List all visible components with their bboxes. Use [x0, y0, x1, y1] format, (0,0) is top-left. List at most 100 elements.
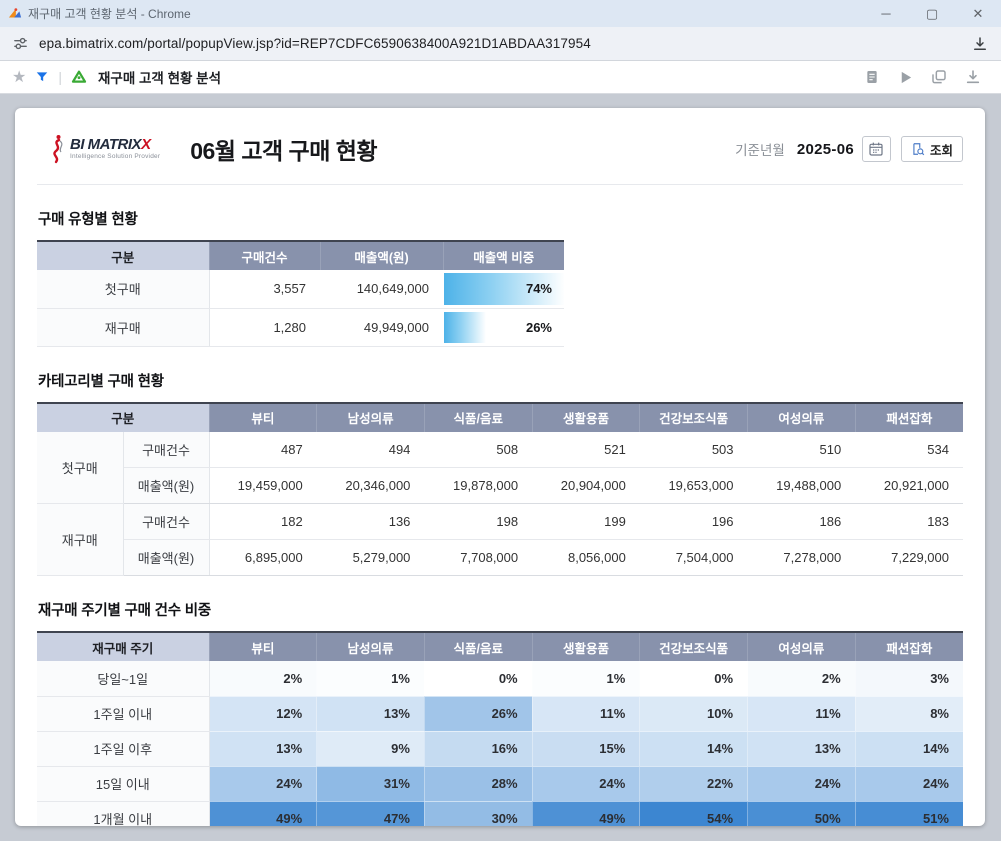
- heatmap-cell: 28%: [424, 766, 532, 801]
- column-header: 건강보조식품: [640, 403, 748, 432]
- cell-value: 136: [317, 504, 425, 540]
- share-value: 26%: [443, 320, 564, 335]
- heatmap-cell: 16%: [424, 731, 532, 766]
- report-header: BI MATRIXX Intelligence Solution Provide…: [37, 108, 963, 185]
- period-label: 기준년월: [735, 139, 785, 159]
- heatmap-cell: 10%: [640, 696, 748, 731]
- column-header: 여성의류: [748, 403, 856, 432]
- window-titlebar: 재구매 고객 현황 분석 - Chrome ─ ▢ ✕: [0, 0, 1001, 27]
- heatmap-cell: 30%: [424, 801, 532, 826]
- report-card: BI MATRIXX Intelligence Solution Provide…: [15, 108, 985, 826]
- heatmap-cell: 2%: [209, 661, 317, 696]
- heatmap-cell: 11%: [748, 696, 856, 731]
- star-icon[interactable]: ★: [12, 67, 26, 87]
- table-row: 매출액(원)19,459,00020,346,00019,878,00020,9…: [37, 468, 963, 504]
- bimatrix-logo-mark: [49, 134, 66, 164]
- row-label: 1개월 이내: [37, 801, 209, 826]
- heatmap-cell: 8%: [855, 696, 963, 731]
- calendar-button[interactable]: [862, 136, 891, 162]
- cell-value: 20,921,000: [855, 468, 963, 504]
- report-logo-icon: [71, 69, 87, 85]
- heatmap-cell: 49%: [209, 801, 317, 826]
- maximize-button[interactable]: ▢: [909, 0, 955, 27]
- column-header: 여성의류: [748, 632, 856, 661]
- cell-value: 20,904,000: [532, 468, 640, 504]
- heatmap-cell: 49%: [532, 801, 640, 826]
- heatmap-cell: 15%: [532, 731, 640, 766]
- url-input[interactable]: epa.bimatrix.com/portal/popupView.jsp?id…: [39, 36, 961, 51]
- cell-value: 534: [855, 432, 963, 468]
- heatmap-cell: 13%: [748, 731, 856, 766]
- heatmap-cell: 3%: [855, 661, 963, 696]
- heatmap-cell: 13%: [317, 696, 425, 731]
- heatmap-row: 1주일 이후13%9%16%15%14%13%14%: [37, 731, 963, 766]
- column-header: 구분: [37, 241, 209, 270]
- cell-value: 494: [317, 432, 425, 468]
- heatmap-table-el: 재구매 주기뷰티남성의류식품/음료생활용품건강보조식품여성의류패션잡화당일~1일…: [37, 631, 963, 826]
- cell-value: 198: [424, 504, 532, 540]
- purchase-type-table-el: 구분구매건수매출액(원)매출액 비중첫구매3,557140,649,00074%…: [37, 240, 564, 347]
- close-button[interactable]: ✕: [955, 0, 1001, 27]
- copy-icon[interactable]: [931, 69, 947, 85]
- download-icon[interactable]: [965, 69, 981, 85]
- metric-label: 매출액(원): [123, 468, 209, 504]
- heatmap-row: 15일 이내24%31%28%24%22%24%24%: [37, 766, 963, 801]
- heatmap-cell: 24%: [748, 766, 856, 801]
- calendar-icon: [868, 141, 884, 157]
- heatmap-cell: 24%: [532, 766, 640, 801]
- cell-value: 8,056,000: [532, 540, 640, 576]
- heatmap-cell: 11%: [532, 696, 640, 731]
- cell-value: 19,488,000: [748, 468, 856, 504]
- column-header: 식품/음료: [424, 403, 532, 432]
- heatmap-cell: 24%: [209, 766, 317, 801]
- logo-accent: X: [141, 136, 151, 153]
- row-label: 1주일 이후: [37, 731, 209, 766]
- row-label: 재구매: [37, 308, 209, 346]
- section-title: 재구매 주기별 구매 건수 비중: [38, 599, 963, 620]
- cell-value: 7,278,000: [748, 540, 856, 576]
- cell-value: 5,279,000: [317, 540, 425, 576]
- table-row: 재구매1,28049,949,00026%: [37, 308, 564, 346]
- column-header: 남성의류: [317, 403, 425, 432]
- row-label: 1주일 이내: [37, 696, 209, 731]
- category-table: 구분뷰티남성의류식품/음료생활용품건강보조식품여성의류패션잡화첫구매구매건수48…: [37, 402, 963, 577]
- metric-label: 구매건수: [123, 504, 209, 540]
- column-header: 매출액 비중: [443, 241, 564, 270]
- metric-label: 매출액(원): [123, 540, 209, 576]
- logo-tagline: Intelligence Solution Provider: [70, 154, 160, 161]
- cell-value: 6,895,000: [209, 540, 317, 576]
- url-download-icon[interactable]: [971, 35, 989, 53]
- header-row: 구분뷰티남성의류식품/음료생활용품건강보조식품여성의류패션잡화: [37, 403, 963, 432]
- report-toolbar: ★ | 재구매 고객 현황 분석: [0, 61, 1001, 94]
- filter-icon[interactable]: [35, 70, 49, 84]
- heatmap-cell: 22%: [640, 766, 748, 801]
- heatmap-cell: 50%: [748, 801, 856, 826]
- cell-share: 74%: [443, 270, 564, 308]
- metric-label: 구매건수: [123, 432, 209, 468]
- heatmap-cell: 1%: [532, 661, 640, 696]
- heatmap-cell: 0%: [640, 661, 748, 696]
- share-value: 74%: [443, 281, 564, 296]
- report-view-icon[interactable]: [864, 69, 880, 85]
- play-icon[interactable]: [898, 70, 913, 85]
- search-icon: [911, 142, 925, 156]
- heatmap-row: 당일~1일2%1%0%1%0%2%3%: [37, 661, 963, 696]
- cell-value: 19,653,000: [640, 468, 748, 504]
- heatmap-cell: 51%: [855, 801, 963, 826]
- section-title: 구매 유형별 현황: [38, 208, 963, 229]
- cell-value: 7,229,000: [855, 540, 963, 576]
- minimize-button[interactable]: ─: [863, 0, 909, 27]
- table-row: 매출액(원)6,895,0005,279,0007,708,0008,056,0…: [37, 540, 963, 576]
- site-settings-icon[interactable]: [12, 35, 29, 52]
- cell-value: 487: [209, 432, 317, 468]
- period-value[interactable]: 2025-06: [797, 141, 854, 158]
- heatmap-row: 1개월 이내49%47%30%49%54%50%51%: [37, 801, 963, 826]
- purchase-type-table: 구분구매건수매출액(원)매출액 비중첫구매3,557140,649,00074%…: [37, 240, 963, 347]
- heatmap-cell: 54%: [640, 801, 748, 826]
- cell-value: 508: [424, 432, 532, 468]
- section-title: 카테고리별 구매 현황: [38, 370, 963, 391]
- search-button[interactable]: 조회: [901, 136, 963, 162]
- heatmap-cell: 2%: [748, 661, 856, 696]
- row-label: 15일 이내: [37, 766, 209, 801]
- cell-value: 183: [855, 504, 963, 540]
